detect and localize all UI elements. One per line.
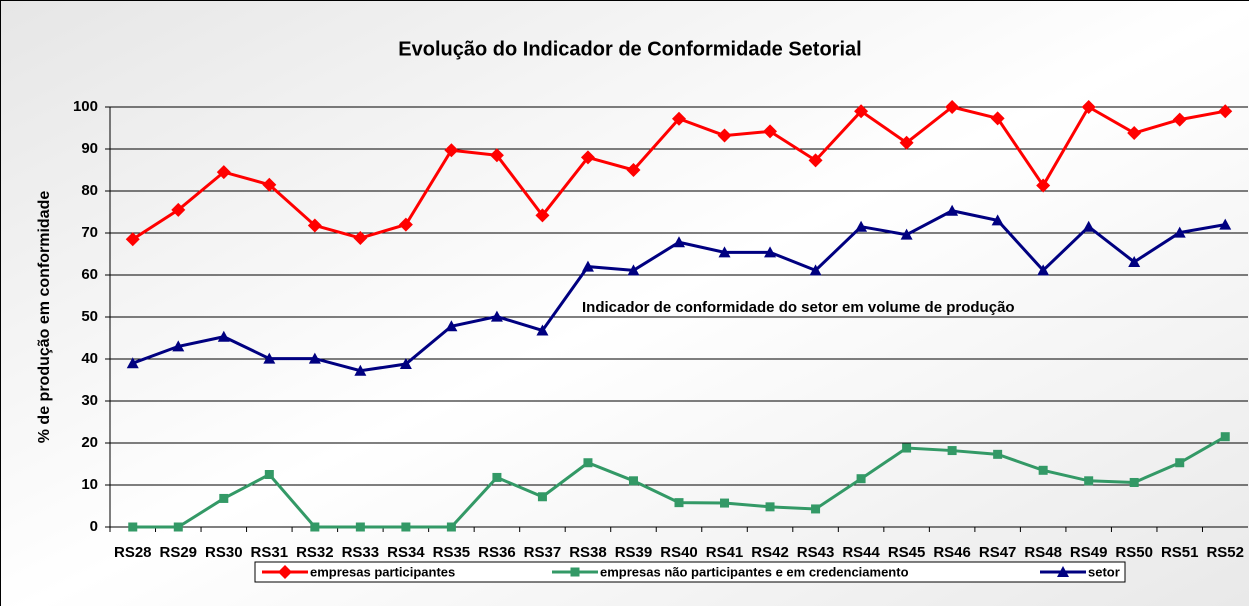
annotation: Indicador de conformidade do setor em vo… bbox=[582, 299, 1015, 316]
marker bbox=[310, 523, 319, 532]
x-tick-label: RS50 bbox=[1115, 544, 1153, 561]
marker bbox=[766, 502, 775, 511]
marker bbox=[1221, 432, 1230, 441]
y-tick-label: 60 bbox=[81, 266, 98, 283]
y-tick-label: 20 bbox=[81, 434, 98, 451]
y-tick-label: 90 bbox=[81, 140, 98, 157]
marker bbox=[1130, 478, 1139, 487]
marker bbox=[219, 494, 228, 503]
x-tick-label: RS49 bbox=[1070, 544, 1108, 561]
y-tick-label: 0 bbox=[90, 518, 98, 535]
x-tick-label: RS31 bbox=[251, 544, 289, 561]
marker bbox=[629, 476, 638, 485]
y-tick-label: 100 bbox=[73, 98, 98, 115]
y-tick-label: 80 bbox=[81, 182, 98, 199]
y-tick-label: 50 bbox=[81, 308, 98, 325]
x-tick-label: RS32 bbox=[296, 544, 334, 561]
x-tick-label: RS42 bbox=[751, 544, 789, 561]
x-tick-label: RS46 bbox=[933, 544, 971, 561]
marker bbox=[492, 473, 501, 482]
marker bbox=[1039, 466, 1048, 475]
legend-label: setor bbox=[1088, 564, 1120, 579]
y-tick-label: 30 bbox=[81, 392, 98, 409]
chart-title: Evolução do Indicador de Conformidade Se… bbox=[398, 38, 861, 60]
marker bbox=[811, 504, 820, 513]
marker bbox=[583, 458, 592, 467]
x-tick-label: RS47 bbox=[979, 544, 1017, 561]
x-tick-label: RS30 bbox=[205, 544, 243, 561]
marker bbox=[720, 499, 729, 508]
y-tick-label: 10 bbox=[81, 476, 98, 493]
marker bbox=[538, 492, 547, 501]
marker bbox=[857, 474, 866, 483]
marker bbox=[447, 523, 456, 532]
x-tick-label: RS41 bbox=[706, 544, 744, 561]
marker bbox=[265, 470, 274, 479]
marker bbox=[571, 568, 580, 577]
x-tick-label: RS44 bbox=[842, 544, 880, 561]
x-tick-label: RS39 bbox=[615, 544, 653, 561]
x-tick-label: RS35 bbox=[433, 544, 471, 561]
x-tick-label: RS43 bbox=[797, 544, 835, 561]
y-axis-title: % de produção em conformidade bbox=[36, 191, 53, 444]
marker bbox=[993, 450, 1002, 459]
legend-label: empresas participantes bbox=[310, 564, 455, 579]
y-tick-label: 40 bbox=[81, 350, 98, 367]
marker bbox=[675, 498, 684, 507]
x-tick-label: RS45 bbox=[888, 544, 926, 561]
x-tick-label: RS48 bbox=[1024, 544, 1062, 561]
marker bbox=[902, 444, 911, 453]
marker bbox=[401, 523, 410, 532]
x-tick-label: RS29 bbox=[160, 544, 198, 561]
x-tick-label: RS37 bbox=[524, 544, 562, 561]
marker bbox=[948, 446, 957, 455]
marker bbox=[128, 523, 137, 532]
x-tick-label: RS36 bbox=[478, 544, 516, 561]
y-tick-label: 70 bbox=[81, 224, 98, 241]
x-tick-label: RS34 bbox=[387, 544, 425, 561]
marker bbox=[356, 523, 365, 532]
x-tick-label: RS38 bbox=[569, 544, 607, 561]
x-tick-label: RS51 bbox=[1161, 544, 1199, 561]
x-tick-label: RS28 bbox=[114, 544, 152, 561]
legend-label: empresas não participantes e em credenci… bbox=[600, 564, 909, 579]
x-tick-label: RS33 bbox=[342, 544, 380, 561]
x-tick-label: RS52 bbox=[1206, 544, 1244, 561]
marker bbox=[174, 523, 183, 532]
marker bbox=[1175, 458, 1184, 467]
marker bbox=[1084, 476, 1093, 485]
x-tick-label: RS40 bbox=[660, 544, 698, 561]
